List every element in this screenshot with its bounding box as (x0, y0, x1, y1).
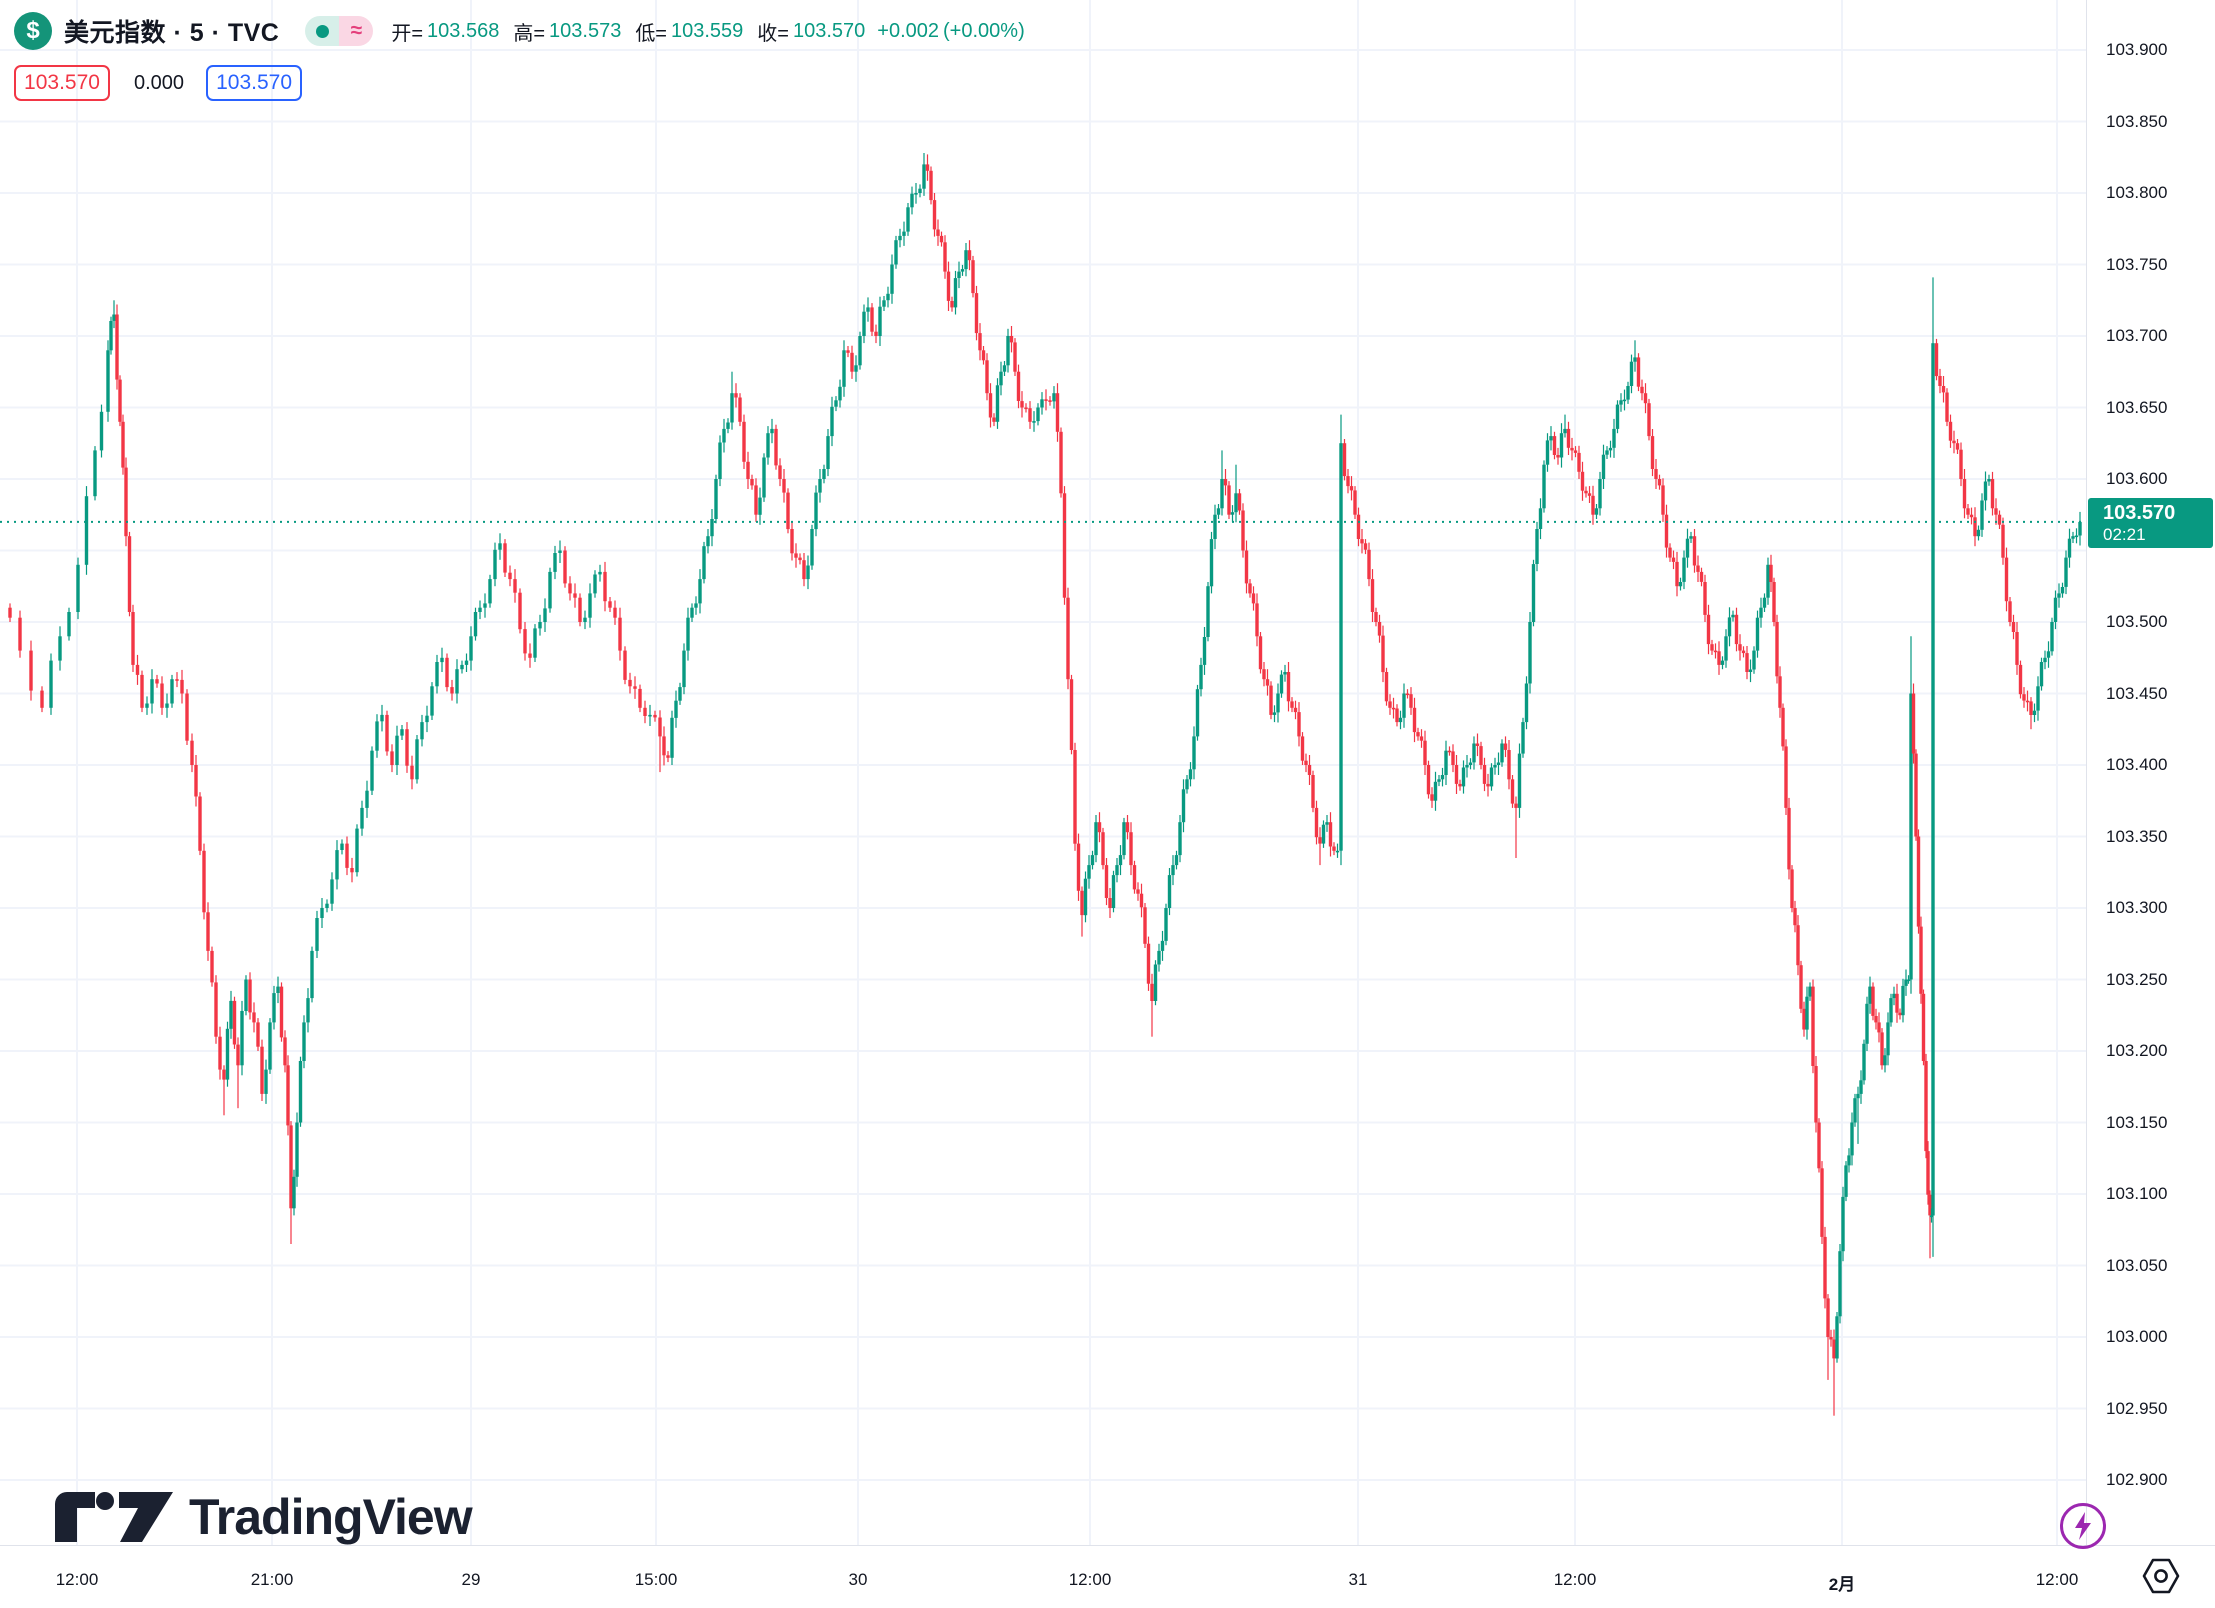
price-axis-label: 103.800 (2106, 183, 2168, 202)
time-axis-label: 29 (461, 1570, 481, 1589)
open-value: 103.568 (427, 19, 500, 42)
change-percent: (+0.00%) (943, 19, 1025, 42)
price-axis-label: 103.700 (2106, 326, 2168, 345)
ohlc-readout: 开= 103.568 高= 103.573 低= 103.559 收= 103.570 … (391, 17, 1028, 46)
high-label: 高= (513, 22, 546, 45)
close-label: 收= (757, 22, 789, 45)
bar-countdown: 02:21 (2103, 525, 2146, 544)
price-axis-label: 102.900 (2106, 1470, 2168, 1489)
symbol-title[interactable]: 美元指数 · 5 · TVC (64, 19, 280, 47)
current-price-badge: 103.570 02:21 (2088, 498, 2213, 548)
buy-price-button[interactable]: 103.570 (206, 65, 303, 101)
time-axis-label: 21:00 (250, 1570, 294, 1589)
time-axis-label: 12:00 (1068, 1570, 1112, 1589)
gear-icon (2142, 1558, 2180, 1594)
low-value: 103.559 (671, 19, 744, 42)
low-label: 低= (635, 22, 667, 45)
price-axis-label: 103.150 (2106, 1112, 2168, 1132)
time-axis-label: 15:00 (634, 1570, 678, 1589)
price-axis-label: 103.850 (2106, 111, 2168, 131)
time-axis-label: 2月 (1828, 1575, 1856, 1594)
price-axis-label: 103.450 (2106, 683, 2168, 703)
change-value: +0.002 (877, 19, 940, 42)
lightning-bolt-icon (2060, 1503, 2106, 1549)
high-value: 103.573 (549, 19, 622, 42)
tradingview-logo[interactable]: TradingView (55, 1488, 473, 1546)
price-axis-label: 103.000 (2106, 1327, 2168, 1346)
sell-price-button[interactable]: 103.570 (14, 65, 110, 101)
symbol-legend: $ 美元指数 · 5 · TVC ≈ 开= 103.568 高= 103.573 低… (14, 8, 1029, 102)
price-axis-label: 103.500 (2106, 612, 2168, 631)
market-open-dot-icon (305, 16, 340, 46)
price-axis[interactable]: 103.900 103.850 103.800 103.750 103.700 103.6… (2086, 0, 2215, 1545)
price-axis-label: 103.350 (2106, 826, 2168, 846)
price-axis-label: 103.250 (2106, 969, 2168, 989)
price-axis-label: 103.900 (2106, 40, 2168, 59)
spread-value: 0.000 (134, 71, 185, 94)
price-axis-label: 103.600 (2106, 469, 2168, 488)
approx-icon: ≈ (339, 16, 374, 46)
price-axis-label: 103.050 (2106, 1255, 2168, 1275)
time-axis-label: 12:00 (55, 1570, 99, 1589)
axis-settings-button[interactable] (2140, 1556, 2182, 1601)
tradingview-logo-text: TradingView (189, 1489, 473, 1545)
gridlines (0, 0, 2086, 1545)
price-axis-label: 103.750 (2106, 254, 2168, 274)
time-axis-label: 12:00 (2035, 1570, 2079, 1589)
current-price-value: 103.570 (2103, 502, 2176, 524)
time-axis-label: 12:00 (1553, 1570, 1597, 1589)
close-value: 103.570 (792, 19, 866, 42)
price-axis-label: 103.400 (2106, 755, 2168, 774)
market-status-toggle[interactable]: ≈ (305, 16, 374, 46)
price-axis-label: 102.950 (2106, 1398, 2168, 1418)
tradingview-logo-icon (55, 1492, 173, 1542)
symbol-dollar-icon: $ (14, 12, 52, 50)
price-axis-label: 103.300 (2106, 898, 2168, 917)
price-axis-label: 103.200 (2106, 1041, 2168, 1060)
candles (8, 153, 2082, 1416)
instant-order-button[interactable] (2058, 1501, 2108, 1556)
open-label: 开= (391, 22, 424, 45)
price-axis-label: 103.100 (2106, 1184, 2168, 1203)
time-axis-label: 31 (1348, 1570, 1368, 1589)
time-axis[interactable]: 12:00 21:00 29 15:00 30 12:00 31 12:00 2月 12:00 (0, 1545, 2215, 1608)
time-axis-label: 30 (848, 1570, 868, 1589)
price-axis-label: 103.650 (2106, 397, 2168, 417)
